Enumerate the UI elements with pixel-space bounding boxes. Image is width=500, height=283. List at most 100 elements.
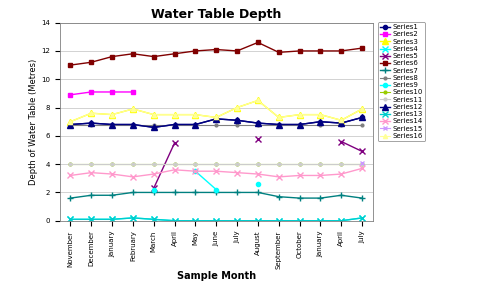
Series6 (68, 63, 73, 67)
Series6 (234, 49, 240, 53)
Series5 (151, 186, 157, 190)
Series1 (68, 123, 73, 126)
Series4 (276, 219, 282, 222)
Series1 (192, 123, 198, 126)
Series3 (68, 120, 73, 123)
Series13 (172, 219, 177, 222)
Series16 (213, 116, 219, 119)
Series6 (192, 49, 198, 53)
Series6 (130, 52, 136, 55)
Series10 (213, 162, 219, 166)
Series7 (213, 191, 219, 194)
Series11 (192, 162, 198, 166)
Series7 (255, 191, 261, 194)
Series3 (109, 113, 115, 116)
Series7 (151, 191, 157, 194)
Series4 (296, 219, 302, 222)
Series13 (109, 218, 115, 221)
Line: Series5: Series5 (151, 140, 178, 191)
Series1 (130, 123, 136, 126)
Series16 (192, 113, 198, 116)
Series16 (109, 113, 115, 116)
Series8 (255, 123, 261, 126)
Series13 (318, 219, 324, 222)
Series12 (318, 120, 324, 123)
Series2 (68, 93, 73, 97)
Series6 (172, 52, 177, 55)
Series4 (68, 218, 73, 221)
Series13 (192, 219, 198, 222)
Series7 (359, 196, 365, 200)
Series14 (130, 175, 136, 179)
Series7 (130, 191, 136, 194)
Series16 (172, 113, 177, 116)
Series12 (130, 123, 136, 126)
Series8 (318, 123, 324, 126)
Line: Series1: Series1 (68, 115, 364, 129)
Series8 (109, 123, 115, 126)
Line: Series6: Series6 (68, 40, 364, 67)
Series4 (255, 219, 261, 222)
Series7 (88, 194, 94, 197)
Series14 (338, 172, 344, 176)
Series14 (213, 170, 219, 173)
Series12 (234, 119, 240, 122)
Series12 (276, 123, 282, 126)
Series16 (151, 113, 157, 116)
Series1 (151, 126, 157, 129)
Series3 (88, 112, 94, 115)
Series2 (130, 90, 136, 94)
Series11 (338, 162, 344, 166)
Series7 (338, 194, 344, 197)
Series6 (213, 48, 219, 51)
Series3 (192, 113, 198, 116)
Series12 (255, 121, 261, 125)
Series4 (234, 219, 240, 222)
Series5 (172, 141, 177, 145)
Series10 (130, 162, 136, 166)
Series10 (68, 162, 73, 166)
Series4 (151, 218, 157, 221)
Series12 (68, 123, 73, 126)
Series7 (68, 196, 73, 200)
Series7 (296, 196, 302, 200)
Series1 (255, 121, 261, 125)
Series4 (88, 218, 94, 221)
Series16 (88, 112, 94, 115)
Series8 (130, 123, 136, 126)
Series10 (172, 162, 177, 166)
Title: Water Table Depth: Water Table Depth (151, 8, 282, 22)
Series2 (109, 90, 115, 94)
Series3 (276, 116, 282, 119)
Series12 (296, 123, 302, 126)
Series3 (172, 113, 177, 116)
Series14 (68, 174, 73, 177)
Series11 (68, 162, 73, 166)
Series8 (172, 123, 177, 126)
Series1 (296, 123, 302, 126)
Series13 (130, 216, 136, 220)
Series11 (234, 162, 240, 166)
Series14 (255, 172, 261, 176)
Series13 (276, 219, 282, 222)
Line: Series11: Series11 (69, 163, 364, 166)
Series3 (318, 113, 324, 116)
Series13 (255, 219, 261, 222)
Series11 (172, 162, 177, 166)
Series10 (255, 162, 261, 166)
Series13 (296, 219, 302, 222)
Series12 (172, 123, 177, 126)
X-axis label: Sample Month: Sample Month (176, 271, 256, 282)
Series3 (338, 119, 344, 122)
Series10 (338, 162, 344, 166)
Series1 (88, 121, 94, 125)
Series6 (88, 61, 94, 64)
Series2 (88, 90, 94, 94)
Series16 (234, 106, 240, 109)
Series10 (296, 162, 302, 166)
Series13 (68, 218, 73, 221)
Series4 (359, 216, 365, 220)
Series11 (359, 162, 365, 166)
Series7 (172, 191, 177, 194)
Series16 (276, 116, 282, 119)
